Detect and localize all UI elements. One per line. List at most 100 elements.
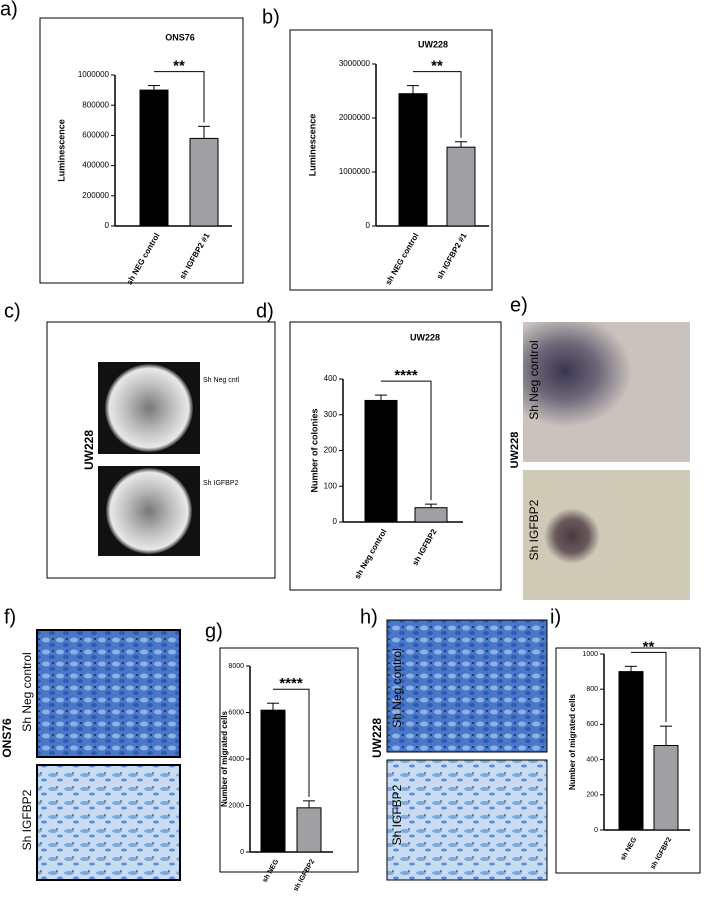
y-tick-label: 200 <box>324 446 338 455</box>
bar <box>446 146 476 227</box>
chart-title: UW228 <box>418 39 448 49</box>
x-tick-label: sh IGFBP2 <box>293 858 317 892</box>
x-tick-label: sh IGFBP2 <box>411 527 439 567</box>
image-label: Sh IGFBP2 <box>203 480 239 487</box>
significance-bracket <box>154 71 205 123</box>
y-tick-label: 6000 <box>228 709 244 716</box>
panel-label: b) <box>262 6 280 28</box>
significance-bracket <box>381 380 432 501</box>
bar <box>296 807 322 853</box>
bar <box>189 137 219 227</box>
panel-label: d) <box>256 300 274 322</box>
chart-title: ONS76 <box>165 32 195 42</box>
cell-line-label: ONS76 <box>0 718 14 758</box>
significance-label: **** <box>279 675 303 692</box>
y-tick-label: 200000 <box>82 191 109 200</box>
y-tick-label: 800000 <box>82 100 109 109</box>
y-tick-label: 0 <box>594 827 598 834</box>
panel-label: f) <box>4 606 16 628</box>
y-axis-label: Number of migrated cells <box>568 693 577 790</box>
dish <box>105 364 193 452</box>
bar <box>139 89 169 227</box>
x-tick-label: sh NEG <box>620 836 639 862</box>
image-label: Sh Neg control <box>20 652 34 731</box>
y-tick-label: 400000 <box>82 161 109 170</box>
y-tick-label: 0 <box>333 517 338 526</box>
x-tick-label: sh NEG control <box>125 232 162 287</box>
y-tick-label: 0 <box>240 849 244 856</box>
x-tick-label: sh NEG control <box>384 232 421 287</box>
y-tick-label: 200 <box>586 792 598 799</box>
y-tick-label: 600 <box>586 721 598 728</box>
migration-image <box>36 764 181 881</box>
chart-title: UW228 <box>410 332 440 342</box>
spheroid <box>540 492 620 572</box>
y-tick-label: 0 <box>366 221 371 230</box>
x-tick-label: sh IGFBP2 <box>650 836 674 870</box>
x-tick-label: sh Neg control <box>353 528 389 581</box>
y-tick-label: 0 <box>105 221 110 230</box>
cell-line-label: UW228 <box>82 430 96 470</box>
cell-line-label: UW228 <box>509 432 521 469</box>
y-axis-label: Number of migrated cells <box>220 710 229 807</box>
cell-line-label: UW228 <box>370 718 384 758</box>
panel-label: a) <box>0 0 18 20</box>
bar <box>398 93 428 227</box>
x-tick-label: sh IGFBP2 #1 <box>435 231 469 281</box>
y-tick-label: 1000000 <box>78 70 110 79</box>
image-label: Sh Neg control <box>390 648 404 727</box>
x-tick-label: sh IGFBP2 #1 <box>178 231 212 281</box>
panel-label: e) <box>510 294 528 316</box>
bar <box>618 671 644 831</box>
significance-bracket <box>631 651 667 723</box>
chart-frame <box>39 17 244 284</box>
migration-image <box>386 759 548 881</box>
y-tick-label: 100 <box>324 481 338 490</box>
migration-image <box>386 619 548 753</box>
image-label: Sh Neg control <box>527 340 541 419</box>
image-label: Sh Neg cntl <box>203 377 240 384</box>
bar <box>414 507 448 523</box>
y-axis-label: Luminescence <box>56 119 66 182</box>
significance-bracket <box>413 71 462 138</box>
y-tick-label: 2000000 <box>339 113 371 122</box>
y-axis-label: Luminescence <box>307 114 317 177</box>
significance-bracket <box>273 688 310 797</box>
chart-frame <box>289 321 502 591</box>
significance-label: ** <box>173 58 185 75</box>
image-label: Sh IGFBP2 <box>527 499 541 560</box>
bar <box>653 745 679 831</box>
y-tick-label: 4000 <box>228 756 244 763</box>
chart-frame <box>555 647 701 874</box>
bar <box>364 399 398 523</box>
y-tick-label: 400 <box>324 374 338 383</box>
panel-label: g) <box>205 620 223 642</box>
panel-label: c) <box>4 300 21 322</box>
y-tick-label: 1000000 <box>339 167 371 176</box>
chart-frame <box>289 29 493 291</box>
y-tick-label: 800 <box>586 686 598 693</box>
panel-label: h) <box>360 606 378 628</box>
panel-label: i) <box>550 606 561 628</box>
image-label: Sh IGFBP2 <box>20 789 34 850</box>
significance-label: ** <box>643 638 655 655</box>
x-tick-label: sh NEG <box>262 858 281 884</box>
bar <box>260 709 286 853</box>
y-tick-label: 2000 <box>228 802 244 809</box>
spheroid-image <box>523 322 690 462</box>
chart-frame <box>219 647 359 873</box>
y-tick-label: 300 <box>324 410 338 419</box>
y-tick-label: 1000 <box>582 651 598 658</box>
migration-image <box>36 629 181 758</box>
y-tick-label: 8000 <box>228 663 244 670</box>
significance-label: ** <box>431 58 443 75</box>
y-tick-label: 400 <box>586 756 598 763</box>
y-tick-label: 600000 <box>82 131 109 140</box>
image-label: Sh IGFBP2 <box>390 784 404 845</box>
y-tick-label: 3000000 <box>339 59 371 68</box>
significance-label: **** <box>394 367 418 384</box>
panel-frame <box>46 321 276 579</box>
y-axis-label: Number of colonies <box>309 408 319 492</box>
dish <box>106 468 192 554</box>
